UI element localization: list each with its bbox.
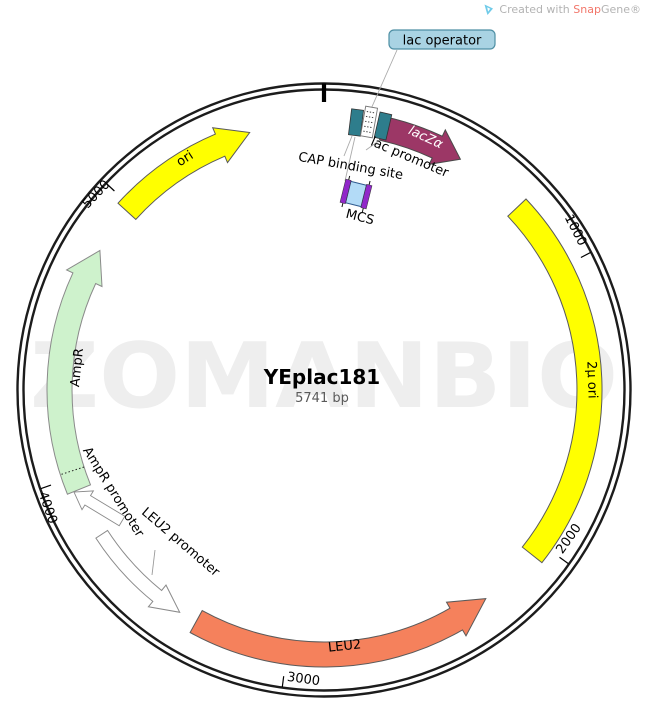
feature-lacza-arrow[interactable] [378,116,462,165]
feature-mcs-label[interactable]: MCS [344,207,375,228]
snapgene-logo-icon [484,4,494,15]
plasmid-ring-inner [22,88,626,692]
plasmid-size: 5741 bp [295,391,349,406]
tick-label-4000: 4000 [35,490,60,526]
feature-ampr-label[interactable]: AmpR [68,348,87,388]
mcs-leader-line [344,136,356,182]
ampr-segment-dotted-line [60,466,85,476]
leu2-promoter-leader-line [151,549,156,576]
feature-lac-operator-box[interactable] [359,105,379,139]
feature-ampr-arrow[interactable] [46,249,103,495]
tick-1000 [580,251,591,259]
credit-text: Created with SnapGene® [499,3,641,16]
tick-4000 [40,484,52,490]
feature-2u-ori-arc[interactable] [507,198,603,564]
tick-2000 [559,556,569,565]
feature-leu2-promoter-arrow[interactable] [95,529,181,613]
mcs-purple-bar-left [339,178,352,205]
feature-mcs-glyph[interactable] [339,175,373,213]
tick-5000 [105,183,115,192]
feature-leu2-promoter-label[interactable]: LEU2 promoter [138,505,222,580]
feature-leu2-label[interactable]: LEU2 [327,637,362,655]
feature-ampr-promoter-arrow[interactable] [73,490,126,527]
mcs-purple-bar-right [360,183,373,210]
credit-brand-gene: Gene® [600,3,641,16]
watermark: ZOMANBIO [29,324,618,429]
plasmid-name: YEplac181 [263,365,380,389]
lac-operator-callout-label[interactable]: lac operator [403,34,482,49]
cap-binding-leader-line [343,135,353,157]
feature-ori-arrow[interactable] [117,127,251,221]
feature-lac-promoter-box[interactable] [373,111,393,141]
lac-operator-callout[interactable]: lac operator [388,29,496,50]
tick-label-3000: 3000 [286,670,321,689]
lac-operator-callout-box[interactable] [388,29,496,50]
plasmid-ring-outer [16,82,632,698]
tick-marks [40,183,591,688]
lac-operator-leader-line [370,49,398,110]
lac-promoter-leader-line [365,139,381,151]
snapgene-credit[interactable]: Created with SnapGene® [482,3,641,16]
credit-brand-snap: Snap [573,3,601,16]
feature-leu2-arrow[interactable] [189,598,487,668]
feature-cap-binding-site-box[interactable] [348,108,364,137]
tick-3000 [281,676,285,688]
feature-2u-ori-label[interactable]: 2μ ori [583,361,599,399]
tick-label-5000: 5000 [80,177,114,211]
leader-lines [343,49,398,182]
